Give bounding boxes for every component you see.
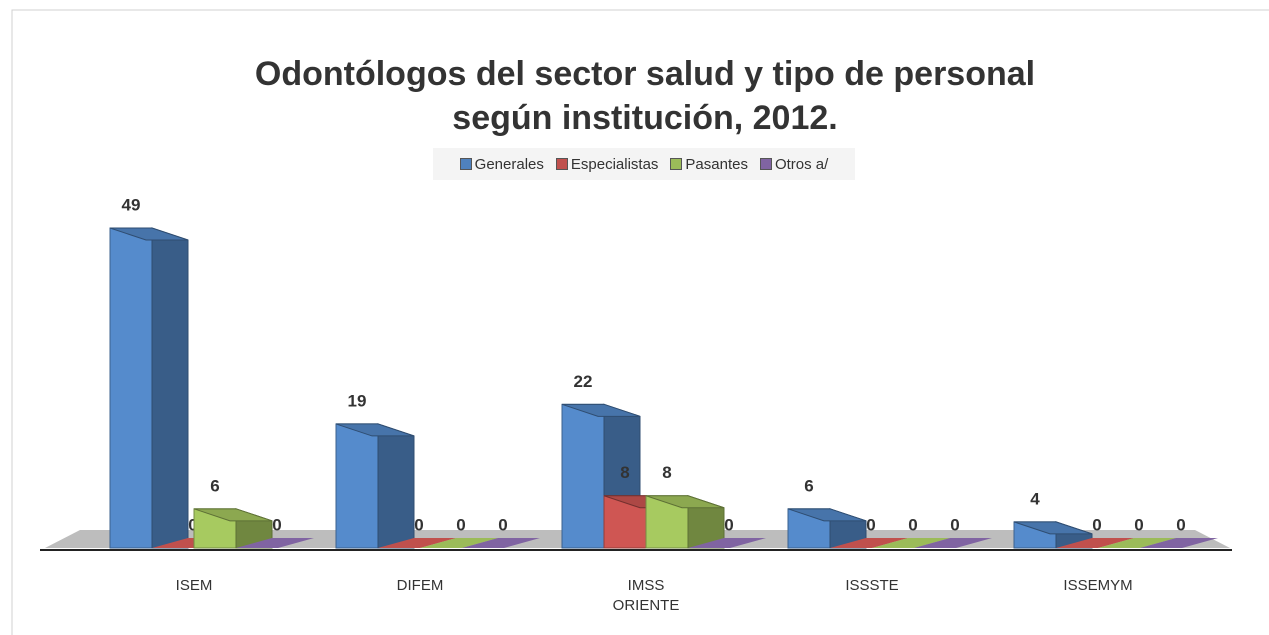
bar bbox=[420, 538, 498, 548]
bar bbox=[1056, 538, 1134, 548]
bar bbox=[193, 508, 273, 549]
bar-top bbox=[914, 538, 992, 548]
x-tick-label: ISEM bbox=[175, 577, 213, 594]
legend-item: Generales bbox=[459, 155, 544, 173]
value-label: 49 bbox=[122, 195, 141, 214]
bar-top bbox=[462, 538, 540, 548]
legend-item: Pasantes bbox=[670, 156, 748, 173]
bar-top bbox=[1013, 521, 1093, 535]
legend-label: Otros a/ bbox=[774, 155, 829, 173]
value-label: 0 bbox=[188, 515, 197, 534]
value-label: 4 bbox=[1030, 489, 1040, 508]
x-tick-label: DIFEM bbox=[396, 577, 444, 594]
bar-side bbox=[151, 227, 189, 549]
bar-top bbox=[872, 538, 950, 548]
bar-top bbox=[420, 538, 498, 548]
bar bbox=[787, 508, 867, 549]
bar bbox=[1013, 521, 1093, 549]
value-label: 0 bbox=[908, 515, 917, 534]
bar-top bbox=[1140, 538, 1218, 548]
legend-label: Generales bbox=[474, 155, 544, 173]
value-label: 6 bbox=[804, 476, 813, 495]
bar-top bbox=[378, 538, 456, 548]
bar-top bbox=[193, 508, 273, 522]
bar-top bbox=[830, 538, 908, 548]
x-tick-label: ISSSTE bbox=[845, 577, 899, 594]
legend-swatch bbox=[459, 158, 472, 170]
bar bbox=[335, 423, 415, 549]
legend-item: Especialistas bbox=[555, 155, 659, 173]
x-tick-label: IMSS ORIENTE bbox=[612, 577, 680, 614]
legend-item: Otros a/ bbox=[759, 155, 829, 173]
bar-top bbox=[335, 423, 415, 437]
x-tick-label: ISSEMYM bbox=[1063, 577, 1133, 594]
chart-title: Odontólogos del sector salud y tipo de p… bbox=[255, 55, 1035, 93]
bar-front bbox=[335, 423, 379, 549]
bar-front bbox=[561, 403, 605, 549]
value-label: 0 bbox=[1092, 515, 1101, 534]
chart-border bbox=[11, 9, 1269, 635]
bar-top bbox=[1098, 538, 1176, 548]
value-label: 0 bbox=[1134, 515, 1143, 534]
value-label: 0 bbox=[498, 515, 507, 534]
value-label: 22 bbox=[574, 372, 593, 391]
legend-swatch bbox=[555, 158, 568, 170]
bar bbox=[830, 538, 908, 548]
bar-top bbox=[688, 538, 766, 548]
value-label: 0 bbox=[724, 515, 733, 534]
bar-top bbox=[1056, 538, 1134, 548]
legend-swatch bbox=[670, 158, 683, 170]
bar-top bbox=[561, 403, 641, 417]
bar bbox=[1140, 538, 1218, 548]
legend-label: Pasantes bbox=[685, 155, 748, 173]
bar-front bbox=[109, 227, 153, 549]
bar-top bbox=[787, 508, 867, 522]
value-label: 0 bbox=[1176, 515, 1185, 534]
bar bbox=[645, 495, 725, 549]
bar bbox=[109, 227, 189, 549]
value-label: 8 bbox=[662, 463, 671, 482]
value-label: 0 bbox=[866, 515, 875, 534]
bar-top bbox=[236, 538, 314, 548]
bar bbox=[236, 538, 314, 548]
bar-side bbox=[377, 423, 415, 549]
bar bbox=[688, 538, 766, 548]
value-label: 8 bbox=[620, 463, 629, 482]
legend: Generales Especialistas Pasantes Otros a/ bbox=[433, 148, 855, 180]
bar bbox=[1098, 538, 1176, 548]
legend-swatch bbox=[759, 158, 772, 170]
value-label: 0 bbox=[456, 515, 465, 534]
bar bbox=[462, 538, 540, 548]
value-label: 0 bbox=[414, 515, 423, 534]
chart-subtitle: según institución, 2012. bbox=[452, 99, 837, 137]
value-label: 19 bbox=[348, 391, 367, 410]
value-label: 0 bbox=[950, 515, 959, 534]
legend-label: Especialistas bbox=[570, 155, 659, 173]
bar-top bbox=[645, 495, 725, 509]
bar bbox=[914, 538, 992, 548]
bar-top bbox=[109, 227, 189, 241]
bar bbox=[378, 538, 456, 548]
bar bbox=[872, 538, 950, 548]
value-label: 0 bbox=[272, 515, 281, 534]
value-label: 6 bbox=[210, 476, 219, 495]
